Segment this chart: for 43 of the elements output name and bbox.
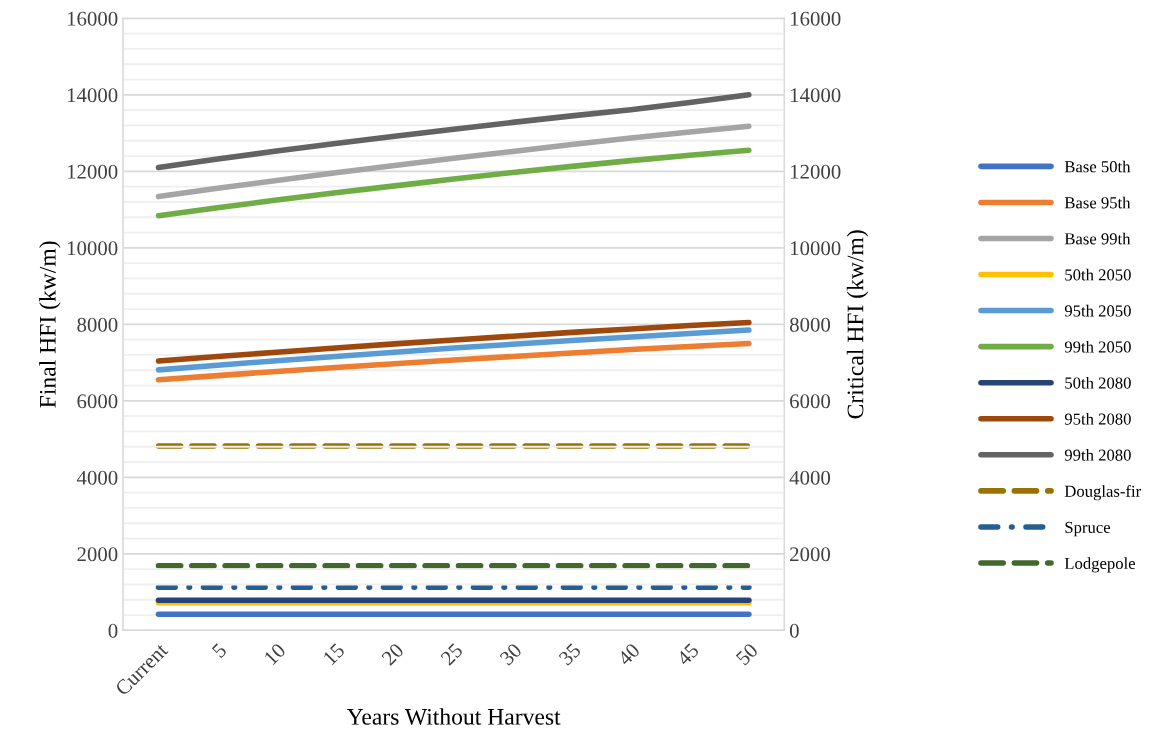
x-tick-label: 40 bbox=[616, 642, 641, 667]
y-tick-label: 12000 bbox=[67, 164, 118, 179]
legend-label: Spruce bbox=[1065, 521, 1111, 537]
x-tick-label: 20 bbox=[380, 642, 405, 666]
x-tick-label: 50 bbox=[735, 642, 759, 666]
y2-axis-title: Critical HFI (kw/m) bbox=[846, 230, 869, 419]
legend-label: Douglas-fir bbox=[1064, 484, 1142, 501]
x-tick-label: 30 bbox=[499, 642, 523, 666]
y2-tick-label: 8000 bbox=[789, 317, 831, 332]
legend-label: Lodgepole bbox=[1064, 557, 1136, 573]
y2-tick-label: 12000 bbox=[790, 164, 841, 179]
y-tick-label: 14000 bbox=[67, 88, 118, 103]
legend-label: 95th 2080 bbox=[1064, 412, 1131, 425]
y-tick-label: 10000 bbox=[67, 241, 118, 256]
x-tick-label: 45 bbox=[675, 642, 700, 667]
x-axis-title: Years Without Harvest bbox=[346, 708, 561, 725]
y2-tick-label: 2000 bbox=[790, 547, 831, 562]
y2-tick-label: 14000 bbox=[790, 88, 841, 103]
legend-label: 50th 2080 bbox=[1065, 376, 1131, 389]
y-tick-label: 2000 bbox=[77, 547, 118, 562]
y-axis-title: Final HFI (kw/m) bbox=[39, 241, 61, 408]
legend-label: Base 99th bbox=[1064, 232, 1131, 245]
y-tick-label: 4000 bbox=[76, 470, 118, 485]
y2-tick-label: 16000 bbox=[790, 11, 841, 26]
y-tick-label: 6000 bbox=[77, 394, 118, 409]
y-tick-label: 16000 bbox=[67, 11, 118, 26]
y-tick-label: 0 bbox=[108, 623, 118, 638]
x-tick-label: 5 bbox=[211, 642, 228, 659]
legend-label: Base 95th bbox=[1064, 196, 1131, 209]
y2-tick-label: 0 bbox=[789, 623, 799, 638]
x-tick-label: 15 bbox=[322, 642, 346, 666]
legend-label: 99th 2080 bbox=[1064, 449, 1131, 461]
x-tick-label: 10 bbox=[263, 642, 287, 666]
y2-tick-label: 10000 bbox=[790, 241, 841, 256]
legend-label: Base 50th bbox=[1064, 160, 1131, 173]
y2-tick-label: 6000 bbox=[790, 394, 831, 409]
legend-label: 50th 2050 bbox=[1065, 268, 1131, 281]
x-tick-label: 25 bbox=[440, 642, 464, 666]
legend-label: 95th 2050 bbox=[1064, 304, 1131, 317]
x-tick-label: 35 bbox=[558, 642, 582, 666]
y2-tick-label: 4000 bbox=[789, 470, 831, 485]
y-tick-label: 8000 bbox=[77, 317, 118, 332]
legend-label: 99th 2050 bbox=[1064, 340, 1131, 353]
